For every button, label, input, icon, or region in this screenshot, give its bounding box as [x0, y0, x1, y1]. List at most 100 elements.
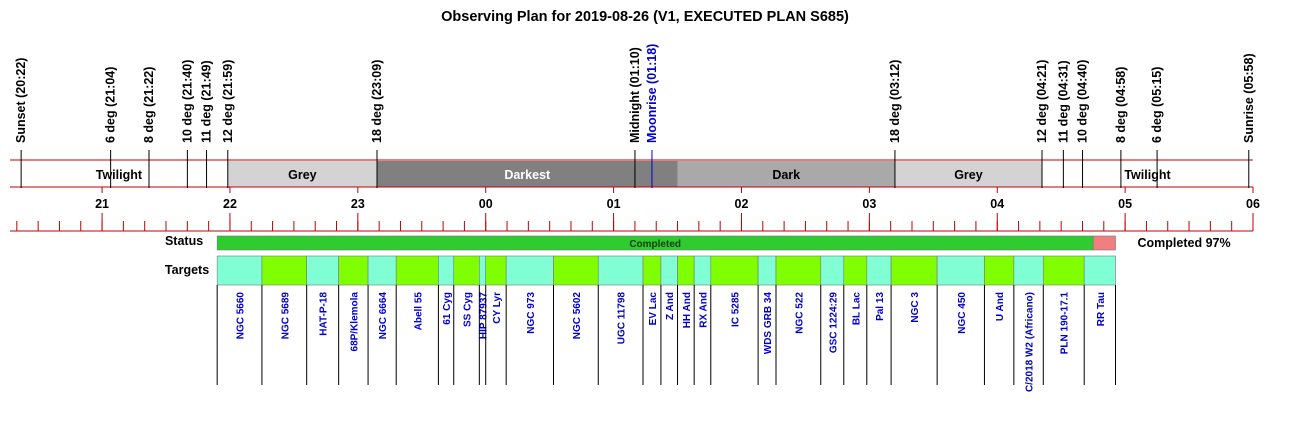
target-block-12 — [597, 255, 644, 286]
target-block-18 — [757, 255, 777, 286]
hour-axis: 21 22 23 00 01 02 03 04 05 06 — [16, 187, 1260, 231]
target-block-9 — [485, 255, 507, 286]
event-label-6: 18 deg (23:09) — [370, 60, 384, 143]
hour-label-2: 23 — [351, 197, 365, 211]
event-label-3: 10 deg (21:40) — [180, 60, 194, 143]
target-label-15: HH And — [682, 292, 693, 328]
event-label-9: 18 deg (03:12) — [888, 60, 902, 143]
target-label-28: RR Tau — [1096, 292, 1107, 326]
target-block-25 — [984, 255, 1015, 286]
target-label-18: WDS GRB 34 — [763, 292, 774, 355]
target-label-10: NGC 973 — [526, 292, 537, 334]
target-block-24 — [936, 255, 985, 286]
target-block-28 — [1083, 255, 1116, 286]
target-block-11 — [553, 255, 599, 286]
target-label-24: NGC 450 — [957, 292, 968, 334]
event-label-11: 11 deg (04:31) — [1056, 60, 1070, 143]
target-label-26: C/2018 W2 (Africano) — [1025, 292, 1036, 392]
band-label-0: Twilight — [96, 168, 143, 182]
target-block-19 — [775, 255, 822, 286]
target-label-2: HAT-P-18 — [319, 292, 330, 336]
target-label-6: 61 Cyg — [442, 292, 453, 325]
target-label-19: NGC 522 — [794, 292, 805, 334]
target-block-23 — [890, 255, 938, 286]
target-block-15 — [677, 255, 695, 286]
band-2 — [377, 161, 678, 187]
band-0 — [10, 161, 228, 187]
target-block-22 — [866, 255, 892, 286]
target-label-5: Abell 55 — [413, 292, 424, 331]
target-label-12: UGC 11798 — [617, 292, 628, 345]
target-block-21 — [843, 255, 868, 286]
target-label-4: NGC 6664 — [378, 292, 389, 340]
hour-label-7: 04 — [990, 197, 1004, 211]
hour-label-3: 00 — [479, 197, 493, 211]
target-block-5 — [395, 255, 439, 286]
hour-label-0: 21 — [95, 197, 109, 211]
target-label-25: U And — [995, 292, 1006, 321]
target-block-4 — [367, 255, 397, 286]
target-block-0 — [216, 255, 263, 286]
event-label-12: 10 deg (04:40) — [1076, 60, 1090, 143]
status-remaining-bar — [1092, 235, 1116, 251]
target-block-26 — [1013, 255, 1044, 286]
target-label-23: NGC 3 — [910, 292, 921, 323]
event-label-4: 11 deg (21:49) — [200, 60, 214, 143]
band-3 — [677, 161, 895, 187]
target-label-11: NGC 5602 — [572, 292, 583, 340]
target-block-2 — [306, 255, 339, 286]
target-label-3: 68P/Klemola — [349, 292, 360, 352]
event-label-14: 6 deg (05:15) — [1150, 67, 1164, 143]
target-block-1 — [261, 255, 307, 286]
target-label-14: Z And — [665, 292, 676, 320]
target-block-10 — [505, 255, 554, 286]
event-markers: Sunset (20:22) 6 deg (21:04) 8 deg (21:22)… — [14, 44, 1256, 188]
band-5 — [1041, 161, 1253, 187]
status-bar-text: Completed — [629, 239, 681, 250]
target-label-27: PLN 190-17.1 — [1060, 292, 1071, 355]
target-label-21: BL Lac — [851, 292, 862, 326]
target-label-0: NGC 5660 — [236, 292, 247, 340]
target-block-14 — [660, 255, 678, 286]
status-row: Status Completed Completed 97% — [165, 234, 1231, 251]
target-label-8: HIP 87937 — [479, 292, 490, 340]
event-label-13: 8 deg (04:58) — [1114, 67, 1128, 143]
event-label-7: Midnight (01:10) — [628, 47, 642, 143]
target-label-22: Pal 13 — [875, 292, 886, 321]
target-label-9: CY Lyr — [492, 292, 503, 324]
band-1 — [227, 161, 378, 187]
target-block-17 — [710, 255, 759, 286]
event-label-10: 12 deg (04:21) — [1035, 60, 1049, 143]
hour-label-9: 06 — [1246, 197, 1260, 211]
target-block-8 — [479, 255, 487, 286]
target-block-20 — [820, 255, 845, 286]
target-block-27 — [1042, 255, 1085, 286]
target-block-16 — [693, 255, 712, 286]
target-label-17: IC 5285 — [730, 292, 741, 327]
band-label-1: Grey — [288, 168, 317, 182]
timeline-axes — [10, 159, 1253, 232]
targets-row: Targets NGC 5660 NGC 5689 HAT-P-18 68P/Klemo… — [165, 255, 1117, 392]
target-label-1: NGC 5689 — [280, 292, 291, 340]
band-label-2: Darkest — [504, 168, 551, 182]
event-label-1: 6 deg (21:04) — [104, 67, 118, 143]
status-summary: Completed 97% — [1138, 236, 1231, 250]
hour-label-1: 22 — [223, 197, 237, 211]
event-label-15: Sunrise (05:58) — [1242, 53, 1256, 143]
target-label-20: GSC 1224:29 — [828, 292, 839, 354]
sky-bands: Twilight Grey Darkest Dark Grey Twilight — [10, 161, 1253, 187]
targets-row-label: Targets — [165, 263, 209, 277]
band-label-3: Dark — [772, 168, 800, 182]
band-4 — [894, 161, 1042, 187]
hour-label-8: 05 — [1118, 197, 1132, 211]
hour-label-5: 02 — [735, 197, 749, 211]
event-label-8: Moonrise (01:18) — [645, 44, 659, 143]
target-block-13 — [642, 255, 662, 286]
hour-label-4: 01 — [607, 197, 621, 211]
target-label-7: SS Cyg — [463, 292, 474, 327]
band-label-4: Grey — [954, 168, 983, 182]
hour-label-6: 03 — [862, 197, 876, 211]
target-label-16: RX And — [698, 292, 709, 328]
target-label-13: EV Lac — [648, 292, 659, 326]
